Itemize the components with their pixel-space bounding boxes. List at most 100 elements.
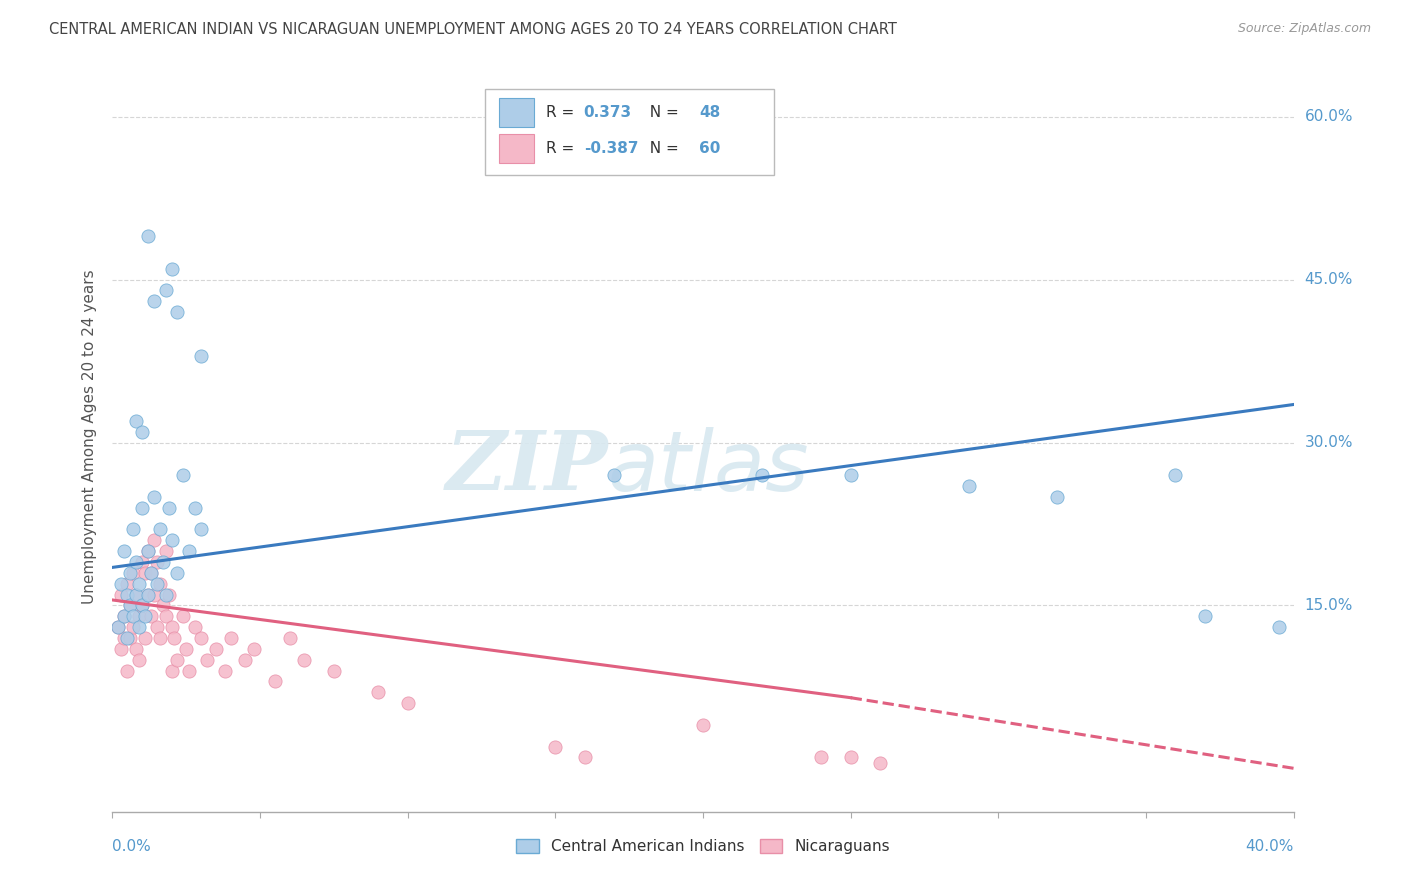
- Point: [139, 566, 162, 580]
- Point: [112, 609, 135, 624]
- Point: [134, 609, 156, 624]
- Point: [172, 468, 194, 483]
- Point: [131, 599, 153, 613]
- Point: [131, 555, 153, 569]
- Point: [142, 588, 165, 602]
- Point: [243, 641, 266, 656]
- Point: [574, 750, 596, 764]
- Point: [146, 620, 169, 634]
- Point: [125, 588, 148, 602]
- Point: [155, 544, 177, 558]
- Point: [125, 555, 148, 569]
- Text: CENTRAL AMERICAN INDIAN VS NICARAGUAN UNEMPLOYMENT AMONG AGES 20 TO 24 YEARS COR: CENTRAL AMERICAN INDIAN VS NICARAGUAN UN…: [49, 22, 897, 37]
- Text: R =: R =: [546, 141, 579, 156]
- Point: [120, 566, 142, 580]
- Point: [142, 490, 165, 504]
- Text: 15.0%: 15.0%: [1305, 598, 1353, 613]
- Point: [184, 620, 207, 634]
- Point: [957, 479, 980, 493]
- Legend: Central American Indians, Nicaraguans: Central American Indians, Nicaraguans: [509, 832, 897, 860]
- Point: [110, 588, 132, 602]
- Point: [125, 641, 148, 656]
- Point: [751, 468, 773, 483]
- Point: [264, 674, 287, 689]
- Point: [190, 349, 212, 363]
- Point: [155, 284, 177, 298]
- Point: [117, 664, 138, 678]
- Point: [157, 588, 180, 602]
- Point: [692, 718, 714, 732]
- Point: [110, 576, 132, 591]
- Text: -0.387: -0.387: [583, 141, 638, 156]
- Point: [136, 229, 159, 244]
- Point: [396, 696, 419, 710]
- Point: [134, 566, 156, 580]
- Point: [166, 653, 188, 667]
- Point: [1046, 490, 1069, 504]
- Point: [131, 500, 153, 515]
- Point: [125, 588, 148, 602]
- Point: [839, 750, 862, 764]
- Point: [278, 631, 301, 645]
- Point: [120, 599, 142, 613]
- Point: [157, 500, 180, 515]
- Point: [544, 739, 567, 754]
- Point: [134, 631, 156, 645]
- Point: [184, 500, 207, 515]
- Point: [179, 664, 201, 678]
- Point: [122, 566, 145, 580]
- Text: atlas: atlas: [607, 426, 810, 508]
- Point: [195, 653, 218, 667]
- Point: [163, 631, 186, 645]
- Point: [112, 544, 135, 558]
- Point: [190, 522, 212, 536]
- Text: 48: 48: [699, 105, 721, 120]
- Point: [128, 576, 150, 591]
- Point: [172, 609, 194, 624]
- Point: [142, 533, 165, 548]
- Point: [128, 653, 150, 667]
- Point: [120, 599, 142, 613]
- Point: [122, 620, 145, 634]
- Point: [205, 641, 228, 656]
- Text: 0.0%: 0.0%: [112, 839, 152, 855]
- Text: 0.373: 0.373: [583, 105, 631, 120]
- Point: [136, 588, 159, 602]
- Point: [149, 522, 172, 536]
- Point: [160, 261, 183, 276]
- Point: [810, 750, 832, 764]
- Point: [117, 631, 138, 645]
- Point: [107, 620, 129, 634]
- Point: [142, 294, 165, 309]
- Point: [117, 588, 138, 602]
- Point: [152, 555, 174, 569]
- Text: N =: N =: [640, 105, 685, 120]
- Point: [179, 544, 201, 558]
- Text: 60: 60: [699, 141, 721, 156]
- Point: [120, 631, 142, 645]
- Point: [869, 756, 891, 770]
- Text: N =: N =: [640, 141, 685, 156]
- Point: [155, 588, 177, 602]
- Point: [136, 544, 159, 558]
- Point: [292, 653, 315, 667]
- Point: [323, 664, 346, 678]
- Text: R =: R =: [546, 105, 579, 120]
- Point: [367, 685, 389, 699]
- Point: [117, 576, 138, 591]
- Point: [146, 576, 169, 591]
- Point: [149, 631, 172, 645]
- Point: [122, 522, 145, 536]
- Point: [219, 631, 242, 645]
- Text: 60.0%: 60.0%: [1305, 109, 1353, 124]
- Point: [112, 609, 135, 624]
- FancyBboxPatch shape: [499, 135, 534, 163]
- FancyBboxPatch shape: [499, 98, 534, 127]
- Point: [128, 620, 150, 634]
- Point: [125, 414, 148, 428]
- Point: [603, 468, 626, 483]
- Point: [136, 588, 159, 602]
- Text: 30.0%: 30.0%: [1305, 435, 1353, 450]
- FancyBboxPatch shape: [485, 88, 773, 175]
- Point: [190, 631, 212, 645]
